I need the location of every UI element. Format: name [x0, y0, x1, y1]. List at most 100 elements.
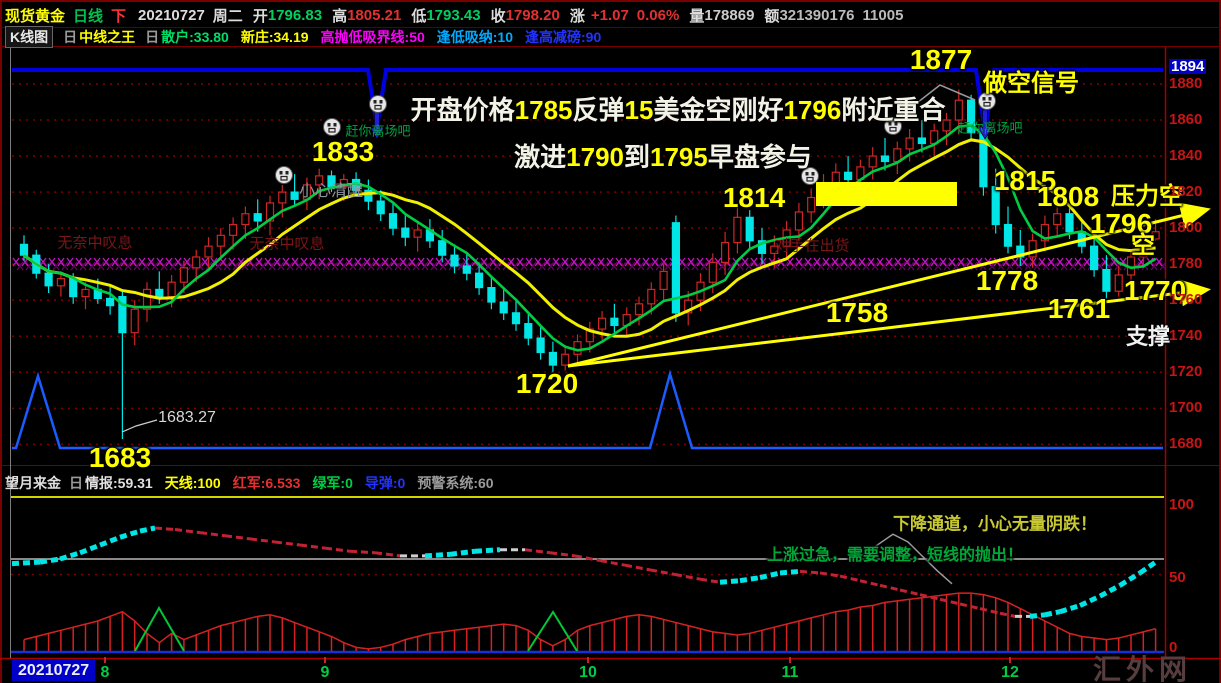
- candle-down: [475, 272, 484, 289]
- oscillator-segment: [274, 540, 301, 547]
- quote-field: 低: [411, 7, 427, 25]
- candle-down: [155, 288, 164, 298]
- x-axis-label: 11: [781, 664, 799, 681]
- oscillator-segment: [324, 546, 351, 553]
- oscillator-segment: [59, 550, 81, 562]
- candle-down: [499, 301, 508, 314]
- oscillator-segment: [979, 607, 1001, 615]
- oscillator-segment: [1044, 609, 1061, 618]
- oscillator-segment: [299, 543, 326, 550]
- red-army-envelope: [23, 592, 1156, 650]
- oscillator-segment: [139, 525, 156, 534]
- candle-down: [438, 240, 447, 256]
- candle-down: [327, 175, 336, 188]
- candle-down: [671, 222, 681, 314]
- date-label: 20210727: [12, 660, 96, 682]
- oscillator-segment: [859, 579, 881, 587]
- candle-up: [241, 213, 250, 226]
- candle-up: [1040, 223, 1050, 242]
- toolbar-item: 逢高减磅:90: [525, 29, 602, 45]
- warn-curve: [854, 533, 953, 585]
- candle-up: [413, 229, 422, 238]
- oscillator-segment: [879, 583, 901, 592]
- quote-field: 0.06%: [636, 6, 680, 24]
- indicator-field: 导弹:0: [364, 475, 406, 491]
- candle-down: [1102, 268, 1111, 292]
- candle-down: [745, 216, 754, 242]
- oscillator-segment: [624, 563, 651, 572]
- oscillator-segment: [1059, 603, 1081, 615]
- oscillator-segment: [39, 556, 61, 565]
- candle-up: [733, 216, 742, 244]
- toolbar-item: 中线之王: [79, 29, 136, 45]
- indicator-field: 天线:100: [164, 475, 221, 491]
- candle-up: [192, 256, 201, 269]
- boundary-x-band-dark: [16, 261, 1167, 271]
- indicator-field: 望月来金: [5, 475, 61, 491]
- quote-field: 周二: [212, 7, 243, 25]
- oscillator-segment: [449, 548, 476, 557]
- oscillator-segment: [224, 534, 251, 541]
- candle-down: [880, 155, 890, 163]
- lower-indicator-header: 望月来金日情报:59.31 天线:100 红军:6.533 绿军:0 导弹:0 预警系统:…: [5, 470, 494, 496]
- candle-down: [524, 323, 533, 339]
- candle-down: [536, 337, 545, 354]
- candle-down: [401, 227, 410, 238]
- oscillator-segment: [674, 573, 701, 581]
- quote-field: 额: [764, 7, 780, 25]
- candle-up: [770, 245, 779, 254]
- candle-down: [462, 265, 471, 274]
- quote-field: 20210727: [138, 6, 205, 24]
- oscillator-segment: [99, 534, 121, 548]
- smiley-icon: [978, 92, 996, 110]
- candle-up: [647, 288, 656, 305]
- quote-field: 1805.21: [347, 6, 402, 24]
- candle-down: [511, 312, 521, 325]
- candle-up: [831, 171, 840, 184]
- oscillator-segment: [249, 537, 276, 544]
- oscillator-segment: [919, 593, 941, 601]
- red-army-histogram: [23, 593, 1157, 651]
- candle-down: [44, 272, 53, 287]
- oscillator-segment: [819, 571, 841, 578]
- candle-up: [634, 303, 644, 316]
- candle-up: [720, 241, 730, 263]
- candle-up: [216, 234, 225, 247]
- candle-up: [167, 281, 176, 298]
- candle-down: [917, 137, 927, 145]
- candle-down: [290, 191, 299, 200]
- candle-up: [229, 223, 238, 236]
- candle-up: [1151, 231, 1160, 240]
- ma-line-yellow: [23, 138, 1156, 338]
- quote-field: 1796.83: [267, 6, 323, 24]
- indicator-toolbar: K线图日中线之王日散户:33.80 新庄:34.19 高抛低吸界线:50 逢低吸纳:1…: [5, 26, 602, 48]
- oscillator-segment: [649, 568, 676, 576]
- smiley-icon: [801, 167, 819, 185]
- toolbar-item: 日: [145, 29, 160, 45]
- oscillator-segment: [719, 578, 741, 585]
- oscillator-segment: [79, 542, 101, 556]
- oscillator-segment: [999, 611, 1016, 618]
- oscillator-segment: [424, 551, 451, 559]
- sell-arrow-icon: [977, 109, 993, 140]
- candle-down: [843, 171, 853, 181]
- oscillator-segment: [199, 531, 226, 538]
- oscillator-segment: [779, 568, 801, 576]
- toolbar-item: 新庄:34.19: [240, 29, 309, 45]
- toolbar-item: 逢低吸纳:10: [436, 29, 513, 45]
- indicator-field: 预警系统:60: [417, 475, 494, 491]
- candle-up: [573, 341, 582, 355]
- quote-field: 量: [689, 7, 705, 25]
- candle-up: [807, 196, 816, 213]
- toolbar-item[interactable]: K线图: [5, 26, 54, 48]
- candle-down: [757, 240, 767, 254]
- trend-arrow: [567, 202, 1211, 368]
- oscillator-segment: [939, 597, 961, 606]
- smiley-icon: [369, 95, 387, 113]
- candle-down: [69, 277, 78, 298]
- quote-field: 高: [332, 7, 348, 25]
- oscillator-segment: [11, 559, 41, 567]
- candle-up: [179, 267, 188, 283]
